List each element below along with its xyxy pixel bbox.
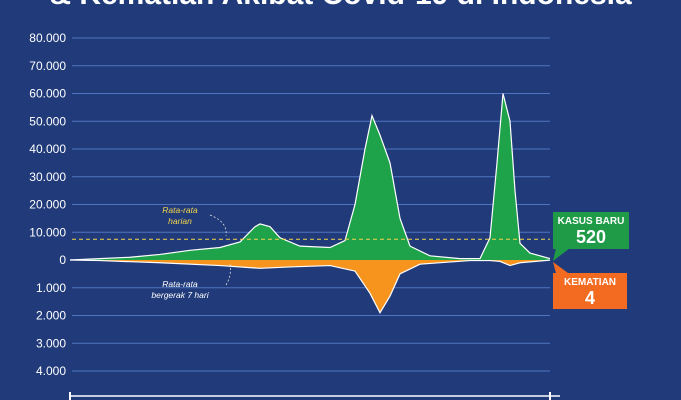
cases-badge-pointer: [553, 248, 570, 261]
latest-deaths-value: 4: [584, 288, 595, 308]
annotation-daily-average: harian: [168, 216, 192, 226]
y-tick-label: 60.000: [29, 87, 66, 101]
latest-deaths-label: KEMATIAN: [563, 277, 617, 288]
latest-cases-value: 520: [575, 227, 607, 247]
y-tick-label: 70.000: [29, 59, 66, 73]
y-tick-label: 4.000: [36, 364, 66, 378]
y-tick-label: 1.000: [36, 281, 66, 295]
y-tick-label: 30.000: [29, 170, 66, 184]
y-tick-label: 80.000: [29, 31, 66, 45]
deaths-badge-pointer: [553, 262, 568, 273]
annotation-daily-average: Rata-rata: [162, 205, 198, 215]
annotation-arrow: [209, 214, 227, 237]
y-tick-label: 50.000: [29, 114, 66, 128]
annotation-moving-average: Rata-rata: [162, 279, 198, 289]
latest-cases-label: KASUS BARU: [557, 216, 625, 227]
latest-deaths-badge: KEMATIAN 4: [553, 273, 627, 309]
moving-average-line-deaths: [69, 259, 551, 314]
annotation-arrow: [225, 263, 231, 286]
area-deaths: [70, 260, 550, 313]
y-tick-label: 20.000: [29, 198, 66, 212]
y-tick-label: 40.000: [29, 142, 66, 156]
chart-title: & Kematian Akibat Covid-19 di Indonesia: [0, 0, 681, 12]
latest-cases-badge: KASUS BARU 520: [553, 212, 629, 249]
y-tick-label: 0: [59, 253, 66, 267]
annotation-moving-average: bergerak 7 hari: [151, 290, 209, 300]
y-tick-label: 3.000: [36, 336, 66, 350]
y-tick-label: 2.000: [36, 309, 66, 323]
moving-average-line-cases: [69, 93, 551, 261]
y-tick-label: 10.000: [29, 225, 66, 239]
